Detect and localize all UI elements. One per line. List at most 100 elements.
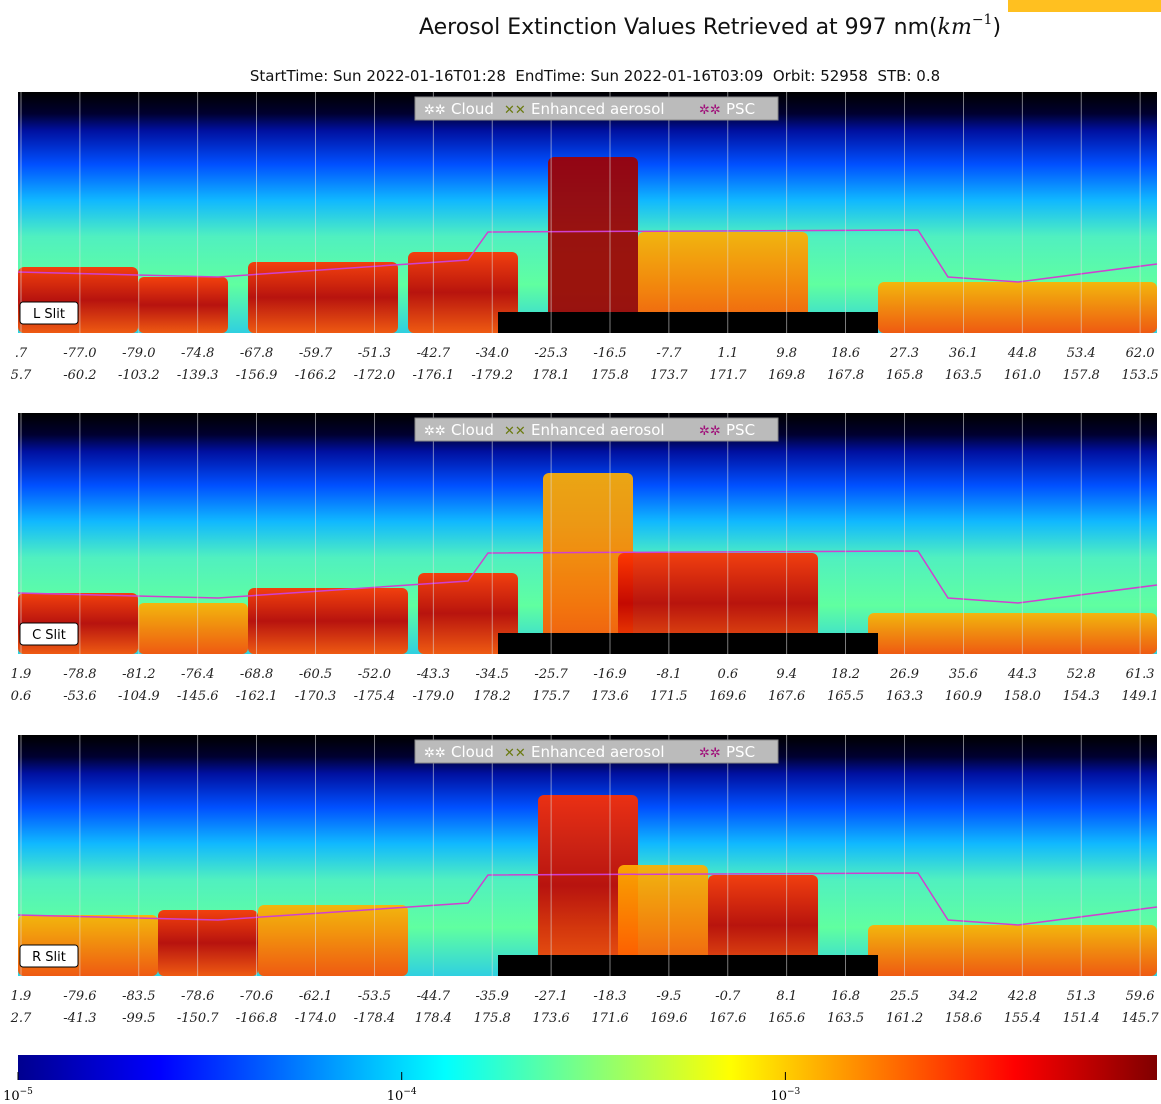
x-tick-label: 167.8	[827, 368, 864, 383]
legend-marker: ✕✕	[504, 103, 526, 118]
x-tick-label: -81.2	[122, 667, 155, 682]
x-tick-label: -77.0	[63, 346, 96, 361]
slit-label: R Slit	[32, 950, 66, 965]
heatmap-region	[158, 910, 258, 976]
x-tick-label: -145.6	[177, 689, 219, 704]
x-tick-label: 158.0	[1004, 689, 1041, 704]
x-tick-label: -76.4	[181, 667, 214, 682]
x-tick-label: 1.9	[11, 667, 32, 682]
tick-base: 10	[387, 1089, 404, 1104]
legend-label: Cloud	[451, 100, 494, 118]
x-tick-label: 18.6	[831, 346, 860, 361]
x-tick-label: -8.1	[656, 667, 681, 682]
subtitle: StartTime: Sun 2022-01-16T01:28 EndTime:…	[250, 67, 940, 85]
x-tick-label: -59.7	[299, 346, 333, 361]
x-tick-label: -139.3	[177, 368, 219, 383]
legend-label: Enhanced aerosol	[531, 100, 665, 118]
x-tick-label: -78.6	[181, 989, 214, 1004]
heatmap-region	[638, 232, 808, 333]
heatmap-region	[248, 588, 408, 654]
x-tick-label: -172.0	[354, 368, 396, 383]
heatmap-region	[868, 613, 1157, 654]
x-tick-label: 62.0	[1126, 346, 1155, 361]
x-tick-label: -166.2	[295, 368, 337, 383]
colorbar-ticks: 10−5 10−4 10−3	[3, 1072, 801, 1104]
panel: ✲✲ Cloud ✕✕ Enhanced aerosol ✲✲ PSC L Slit	[17, 92, 1158, 333]
x-tick-label: 5.7	[11, 368, 32, 383]
x-tick-label: -16.5	[593, 346, 626, 361]
x-tick-label: 0.6	[717, 667, 738, 682]
x-tick-label: 51.3	[1067, 989, 1096, 1004]
x-tick-label: -174.0	[295, 1011, 337, 1026]
x-tick-label: 9.4	[776, 667, 797, 682]
legend-marker: ✲✲	[424, 746, 446, 761]
panel: ✲✲ Cloud ✕✕ Enhanced aerosol ✲✲ PSC R Slit	[17, 735, 1158, 976]
x-tick-label: 175.8	[474, 1011, 511, 1026]
surface-mask	[498, 312, 878, 333]
title: Aerosol Extinction Values Retrieved at 9…	[419, 12, 1001, 40]
x-tick-label: 173.7	[650, 368, 688, 383]
legend: ✲✲ Cloud ✕✕ Enhanced aerosol ✲✲ PSC	[414, 96, 779, 121]
x-tick-label: 157.8	[1063, 368, 1100, 383]
x-tick-label: -99.5	[122, 1011, 155, 1026]
x-tick-label: 165.5	[827, 689, 864, 704]
x-tick-label: -18.3	[593, 989, 626, 1004]
x-tick-label: 178.4	[415, 1011, 452, 1026]
x-tick-label: -60.5	[299, 667, 332, 682]
slit-box	[19, 622, 79, 646]
heatmap-region	[138, 603, 248, 654]
x-tick-label: 171.7	[709, 368, 747, 383]
heatmap-region	[418, 573, 518, 654]
surface-mask	[498, 955, 878, 976]
x-tick-label: -103.2	[118, 368, 160, 383]
x-tick-label: -67.8	[240, 346, 273, 361]
x-tick-label: 18.2	[831, 667, 860, 682]
x-tick-label: 153.5	[1121, 368, 1158, 383]
x-tick-label: 173.6	[532, 1011, 569, 1026]
x-tick-label: 158.6	[945, 1011, 982, 1026]
x-tick-label: 178.1	[532, 368, 569, 383]
surface-mask	[498, 633, 878, 654]
x-tick-label: 171.5	[650, 689, 687, 704]
legend-box	[414, 96, 779, 121]
legend-label: Enhanced aerosol	[531, 421, 665, 439]
panel: ✲✲ Cloud ✕✕ Enhanced aerosol ✲✲ PSC C Slit	[17, 413, 1158, 654]
heatmap-region	[878, 282, 1157, 333]
corner-badge	[1008, 0, 1161, 12]
legend-label: Cloud	[451, 421, 494, 439]
x-tick-label: 161.0	[1004, 368, 1041, 383]
legend-marker: ✲✲	[699, 103, 721, 118]
x-tick-label: -175.4	[354, 689, 396, 704]
tick-base: 10	[3, 1089, 20, 1104]
x-tick-label: -179.2	[471, 368, 513, 383]
heatmap-region	[548, 157, 638, 333]
psc-line	[17, 872, 1158, 926]
x-tick-label: 1.9	[11, 989, 32, 1004]
x-tick-label: -162.1	[236, 689, 278, 704]
legend: ✲✲ Cloud ✕✕ Enhanced aerosol ✲✲ PSC	[414, 417, 779, 442]
x-tick-label: 34.2	[949, 989, 978, 1004]
x-tick-label: 175.7	[532, 689, 570, 704]
colorbar-tick-label: 10−3	[770, 1087, 800, 1104]
x-tick-label: 26.9	[889, 667, 919, 682]
heatmap-region	[543, 473, 633, 654]
x-tick-label: 145.7	[1121, 1011, 1159, 1026]
x-tick-label: -62.1	[299, 989, 332, 1004]
x-tick-label: 167.6	[709, 1011, 746, 1026]
x-tick-label: 151.4	[1063, 1011, 1100, 1026]
x-tick-label: .7	[15, 346, 28, 361]
x-tick-label: 8.1	[776, 989, 797, 1004]
x-tick-label: 161.2	[886, 1011, 923, 1026]
x-tick-label: 160.9	[945, 689, 982, 704]
legend-label: Cloud	[451, 743, 494, 761]
legend: ✲✲ Cloud ✕✕ Enhanced aerosol ✲✲ PSC	[414, 739, 779, 764]
x-tick-label: 171.6	[591, 1011, 628, 1026]
tick-exponent: −4	[403, 1087, 417, 1097]
x-tick-label: -178.4	[354, 1011, 396, 1026]
x-tick-label: 53.4	[1067, 346, 1096, 361]
heatmap-region	[868, 925, 1157, 976]
x-tick-label: 35.6	[949, 667, 978, 682]
legend-label: PSC	[726, 743, 755, 761]
colorbar-tick-label: 10−5	[3, 1087, 33, 1104]
